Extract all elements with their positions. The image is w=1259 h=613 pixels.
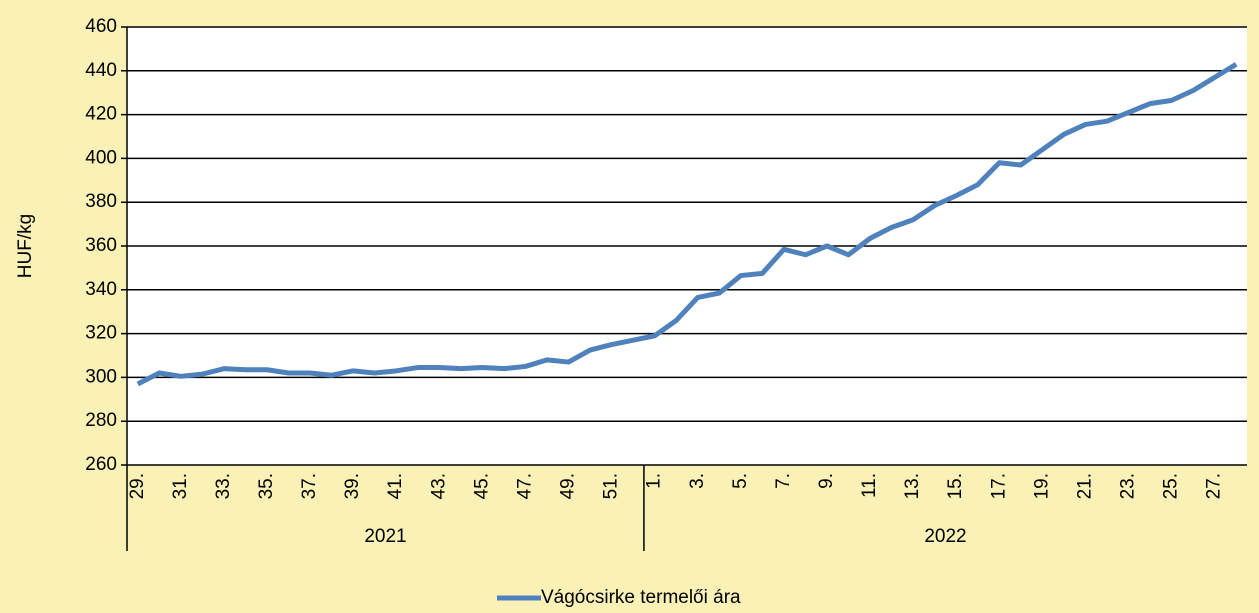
y-tick-label: 300	[85, 366, 117, 387]
data-line	[136, 62, 1238, 387]
group-label: 2021	[364, 526, 406, 547]
group-label: 2022	[924, 526, 966, 547]
x-tick-label: 47.	[514, 473, 535, 499]
x-tick-label: 19.	[1031, 473, 1052, 499]
y-axis-label: HUF/kg	[15, 214, 36, 278]
x-tick-label: 21.	[1074, 473, 1095, 499]
x-tick-label: 5.	[730, 473, 751, 489]
x-tick-label: 3.	[687, 473, 708, 489]
x-tick-label: 39.	[342, 473, 363, 499]
y-tick-label: 400	[85, 147, 117, 168]
x-tick-label: 49.	[558, 473, 579, 499]
x-tick-label: 37.	[299, 473, 320, 499]
x-tick-label: 29.	[127, 473, 148, 499]
x-tick-label: 9.	[816, 473, 837, 489]
legend-label: Vágócsirke termelői ára	[541, 587, 741, 608]
x-tick-label: 45.	[471, 473, 492, 499]
x-tick-label: 33.	[213, 473, 234, 499]
x-tick-label: 51.	[601, 473, 622, 499]
x-tick-label: 41.	[385, 473, 406, 499]
x-tick-label: 31.	[170, 473, 191, 499]
y-tick-label: 440	[85, 60, 117, 81]
x-tick-label: 43.	[428, 473, 449, 499]
x-tick-label: 23.	[1118, 473, 1139, 499]
y-tick-label: 340	[85, 279, 117, 300]
x-tick-label: 27.	[1204, 473, 1225, 499]
y-tick-label: 320	[85, 323, 117, 344]
x-tick-label: 13.	[902, 473, 923, 499]
x-tick-label: 11.	[859, 473, 880, 498]
y-tick-label: 360	[85, 235, 117, 256]
y-tick-label: 380	[85, 191, 117, 212]
x-tick-label: 7.	[773, 473, 794, 489]
y-tick-label: 420	[85, 104, 117, 125]
x-tick-label: 25.	[1161, 473, 1182, 499]
x-tick-label: 17.	[988, 473, 1009, 499]
x-tick-label: 35.	[256, 473, 277, 499]
x-tick-label: 1.	[644, 473, 665, 489]
y-tick-label: 460	[85, 16, 117, 37]
y-tick-label: 260	[85, 454, 117, 475]
x-tick-label: 15.	[945, 473, 966, 499]
y-tick-label: 280	[85, 410, 117, 431]
